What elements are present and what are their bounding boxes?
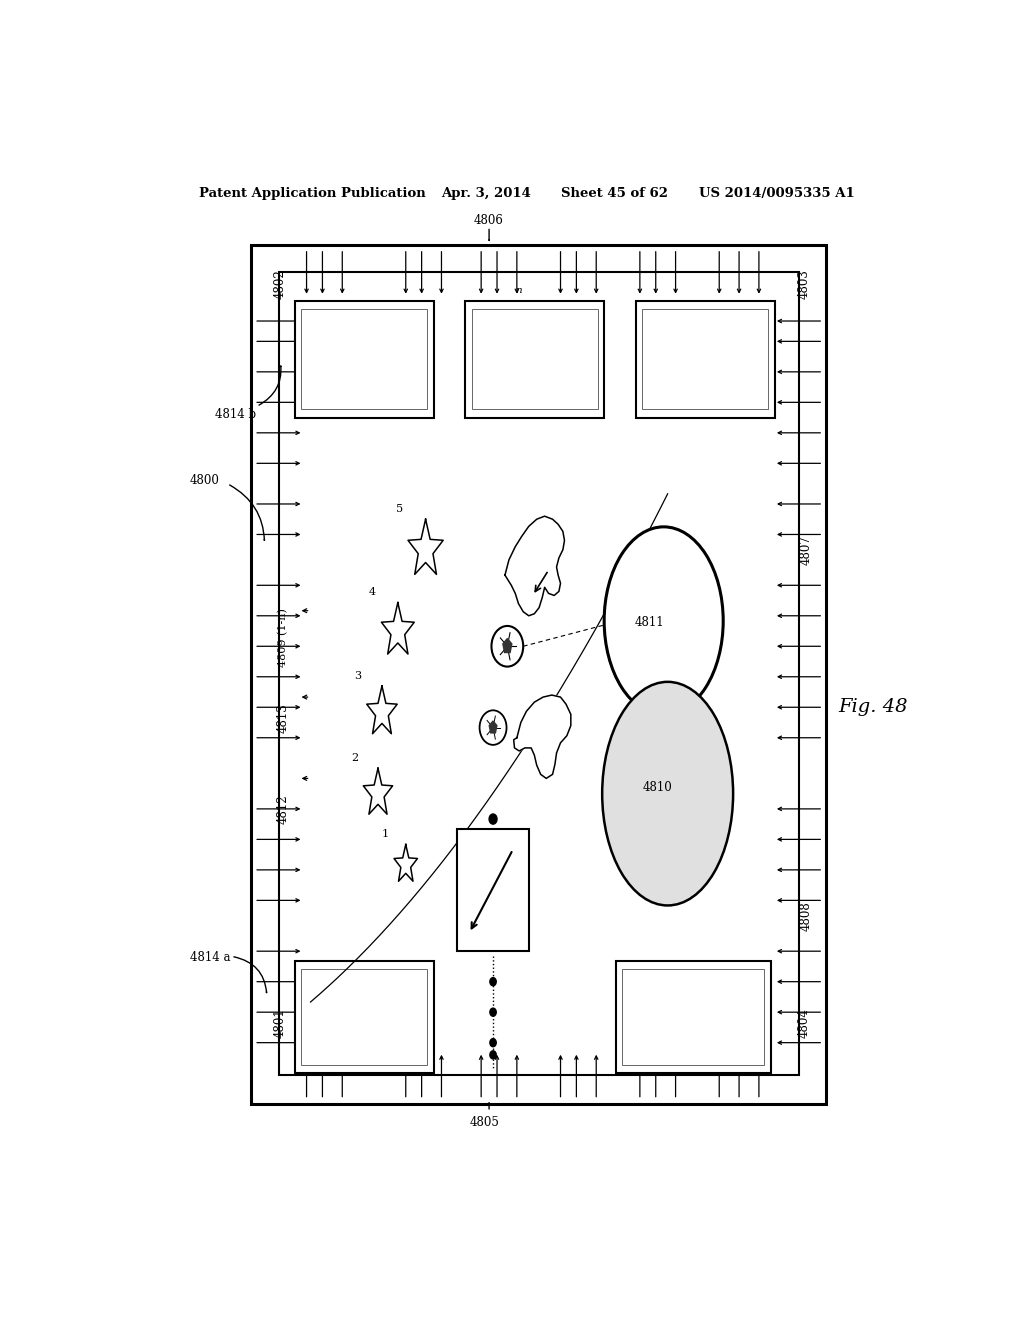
Polygon shape	[503, 639, 512, 652]
Text: 4808: 4808	[800, 902, 813, 931]
Text: 4803: 4803	[798, 269, 811, 298]
Bar	[623, 969, 765, 1065]
Text: 4813: 4813	[278, 704, 290, 733]
Bar	[295, 301, 433, 417]
Ellipse shape	[604, 527, 723, 715]
Bar	[642, 309, 768, 409]
Text: n: n	[515, 285, 522, 294]
Polygon shape	[367, 686, 397, 734]
Text: Apr. 3, 2014: Apr. 3, 2014	[441, 187, 531, 199]
Text: 4814 a: 4814 a	[189, 952, 230, 965]
Circle shape	[489, 1039, 497, 1047]
Bar	[301, 309, 427, 409]
Bar	[301, 969, 427, 1065]
Text: US 2014/0095335 A1: US 2014/0095335 A1	[699, 187, 855, 199]
Circle shape	[489, 1051, 497, 1059]
Text: Sheet 45 of 62: Sheet 45 of 62	[560, 187, 668, 199]
Text: 4814 b: 4814 b	[215, 408, 256, 421]
Bar	[465, 301, 604, 417]
Circle shape	[492, 626, 523, 667]
Text: 3: 3	[354, 671, 361, 681]
Polygon shape	[381, 602, 415, 653]
Polygon shape	[364, 768, 392, 814]
Text: 4810: 4810	[642, 780, 672, 793]
Text: 1: 1	[382, 829, 389, 840]
Polygon shape	[394, 845, 418, 882]
Bar	[458, 829, 528, 952]
Text: 2: 2	[351, 754, 358, 763]
Text: 4806: 4806	[473, 214, 503, 227]
FancyArrowPatch shape	[233, 957, 267, 993]
Text: Fig. 48: Fig. 48	[839, 698, 907, 717]
Bar	[636, 301, 775, 417]
Circle shape	[489, 814, 497, 824]
Text: 4801: 4801	[273, 1008, 287, 1038]
Circle shape	[489, 1008, 497, 1016]
Text: Patent Application Publication: Patent Application Publication	[200, 187, 426, 199]
Text: 4811: 4811	[634, 616, 664, 628]
Text: 4800: 4800	[189, 474, 220, 487]
Text: 5: 5	[395, 504, 402, 515]
Polygon shape	[505, 516, 564, 615]
Text: 4802: 4802	[273, 269, 287, 298]
Polygon shape	[514, 696, 570, 779]
Text: 4807: 4807	[800, 535, 813, 565]
Bar	[616, 961, 771, 1073]
Text: 4: 4	[369, 587, 376, 598]
Ellipse shape	[602, 682, 733, 906]
Circle shape	[479, 710, 507, 744]
Polygon shape	[489, 721, 497, 733]
Text: 4805: 4805	[469, 1115, 499, 1129]
FancyArrowPatch shape	[229, 484, 264, 540]
Text: 4804: 4804	[798, 1007, 811, 1038]
Polygon shape	[408, 519, 443, 574]
Text: 4809 (1-n): 4809 (1-n)	[279, 607, 289, 667]
Circle shape	[489, 978, 497, 986]
Text: 4812: 4812	[278, 795, 290, 824]
Bar	[472, 309, 598, 409]
FancyArrowPatch shape	[259, 366, 281, 405]
Bar	[279, 272, 799, 1076]
Bar	[251, 244, 826, 1104]
Bar	[295, 961, 433, 1073]
